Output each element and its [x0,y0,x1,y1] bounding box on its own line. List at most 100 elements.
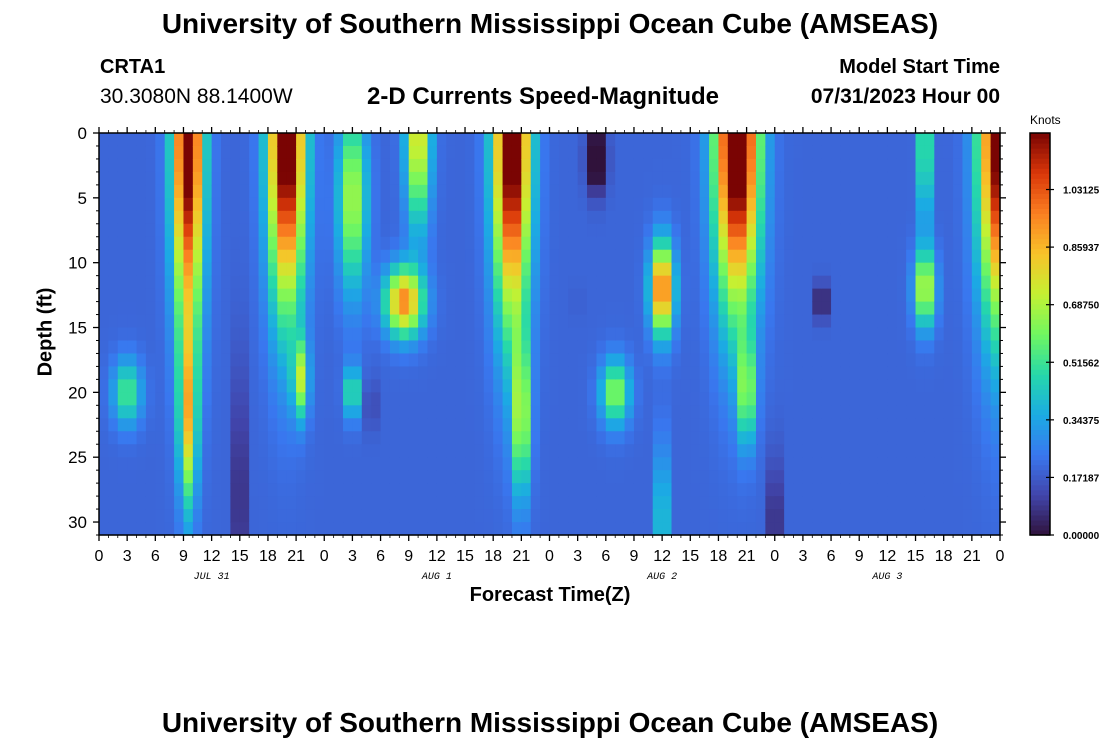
heatmap-cell [877,405,888,419]
heatmap-cell [821,522,832,536]
heatmap-cell [652,197,663,212]
heatmap-cell [314,522,325,536]
heatmap-cell [802,496,813,510]
heatmap-cell [690,262,701,277]
heatmap-cell [117,496,128,510]
heatmap-cell [474,223,485,238]
heatmap-cell [990,223,1001,238]
heatmap-cell [868,366,879,380]
heatmap-cell [389,522,400,536]
heatmap-cell [934,340,945,355]
heatmap-cell [943,418,954,432]
heatmap-cell [324,366,335,380]
heatmap-cell [849,405,860,419]
heatmap-cell [530,431,541,445]
heatmap-cell [774,158,785,173]
heatmap-cell [859,197,870,212]
heatmap-cell [540,314,551,329]
colorbar-segment [1030,288,1050,295]
heatmap-cell [755,327,766,342]
heatmap-cell [239,275,250,290]
heatmap-cell [765,457,776,471]
heatmap-cell [436,353,447,368]
heatmap-cell [793,145,804,160]
heatmap-cell [915,327,926,342]
heatmap-cell [746,483,757,497]
heatmap-cell [896,133,907,147]
heatmap-cell [624,314,635,329]
heatmap-cell [333,288,344,303]
heatmap-cell [943,405,954,419]
heatmap-cell [314,133,325,147]
heatmap-cell [549,405,560,419]
heatmap-cell [971,522,982,536]
heatmap-cell [371,431,382,445]
heatmap-cell [389,444,400,458]
heatmap-cell [511,145,522,160]
heatmap-cell [615,483,626,497]
heatmap-cell [521,431,532,445]
heatmap-cell [821,431,832,445]
colorbar-segment [1030,243,1050,250]
heatmap-cell [211,509,222,523]
heatmap-cell [802,405,813,419]
heatmap-cell [568,133,579,147]
heatmap-cell [840,327,851,342]
heatmap-cell [624,158,635,173]
heatmap-cell [521,249,532,264]
heatmap-cell [915,314,926,329]
heatmap-cell [633,405,644,419]
heatmap-cell [108,223,119,238]
heatmap-cell [709,353,720,368]
heatmap-cell [465,327,476,342]
x-tick-label: 3 [798,548,807,565]
heatmap-cell [221,314,231,329]
heatmap-cell [127,379,138,393]
heatmap-cell [174,236,185,251]
heatmap-cell [286,249,297,264]
heatmap-cell [831,379,842,393]
heatmap-cell [239,483,250,497]
heatmap-cell [399,301,410,316]
heatmap-cell [183,327,194,342]
heatmap-cell [258,327,269,342]
heatmap-cell [962,418,973,432]
heatmap-cell [249,158,260,173]
heatmap-cell [784,366,795,380]
heatmap-cell [521,444,532,458]
heatmap-cell [530,210,541,225]
colorbar-segment [1030,293,1050,300]
heatmap-cell [136,379,147,393]
heatmap-cell [277,171,288,186]
heatmap-cell [849,249,860,264]
heatmap-cell [371,353,382,368]
heatmap-cell [671,379,682,393]
heatmap-cell [859,405,870,419]
heatmap-cell [868,340,879,355]
heatmap-cell [483,184,494,199]
heatmap-cell [314,249,325,264]
heatmap-cell [427,457,438,471]
heatmap-cell [418,431,429,445]
heatmap-cell [455,340,466,355]
heatmap-cell [962,210,973,225]
heatmap-cell [643,496,654,510]
y-tick-label: 15 [68,319,87,338]
heatmap-cell [502,431,513,445]
colorbar-segment [1030,178,1050,184]
heatmap-cell [446,405,457,419]
heatmap-cell [418,509,429,523]
x-tick-label: 18 [935,548,953,565]
heatmap-cell [802,314,813,329]
heatmap-cell [145,431,156,445]
heatmap-cell [671,314,682,329]
heatmap-cell [540,509,551,523]
heatmap-cell [680,379,691,393]
heatmap-cell [540,197,551,212]
heatmap-cell [784,314,795,329]
heatmap-cell [418,223,429,238]
heatmap-cell [145,210,156,225]
heatmap-cell [896,418,907,432]
heatmap-cell [117,171,128,186]
heatmap-cell [896,171,907,186]
